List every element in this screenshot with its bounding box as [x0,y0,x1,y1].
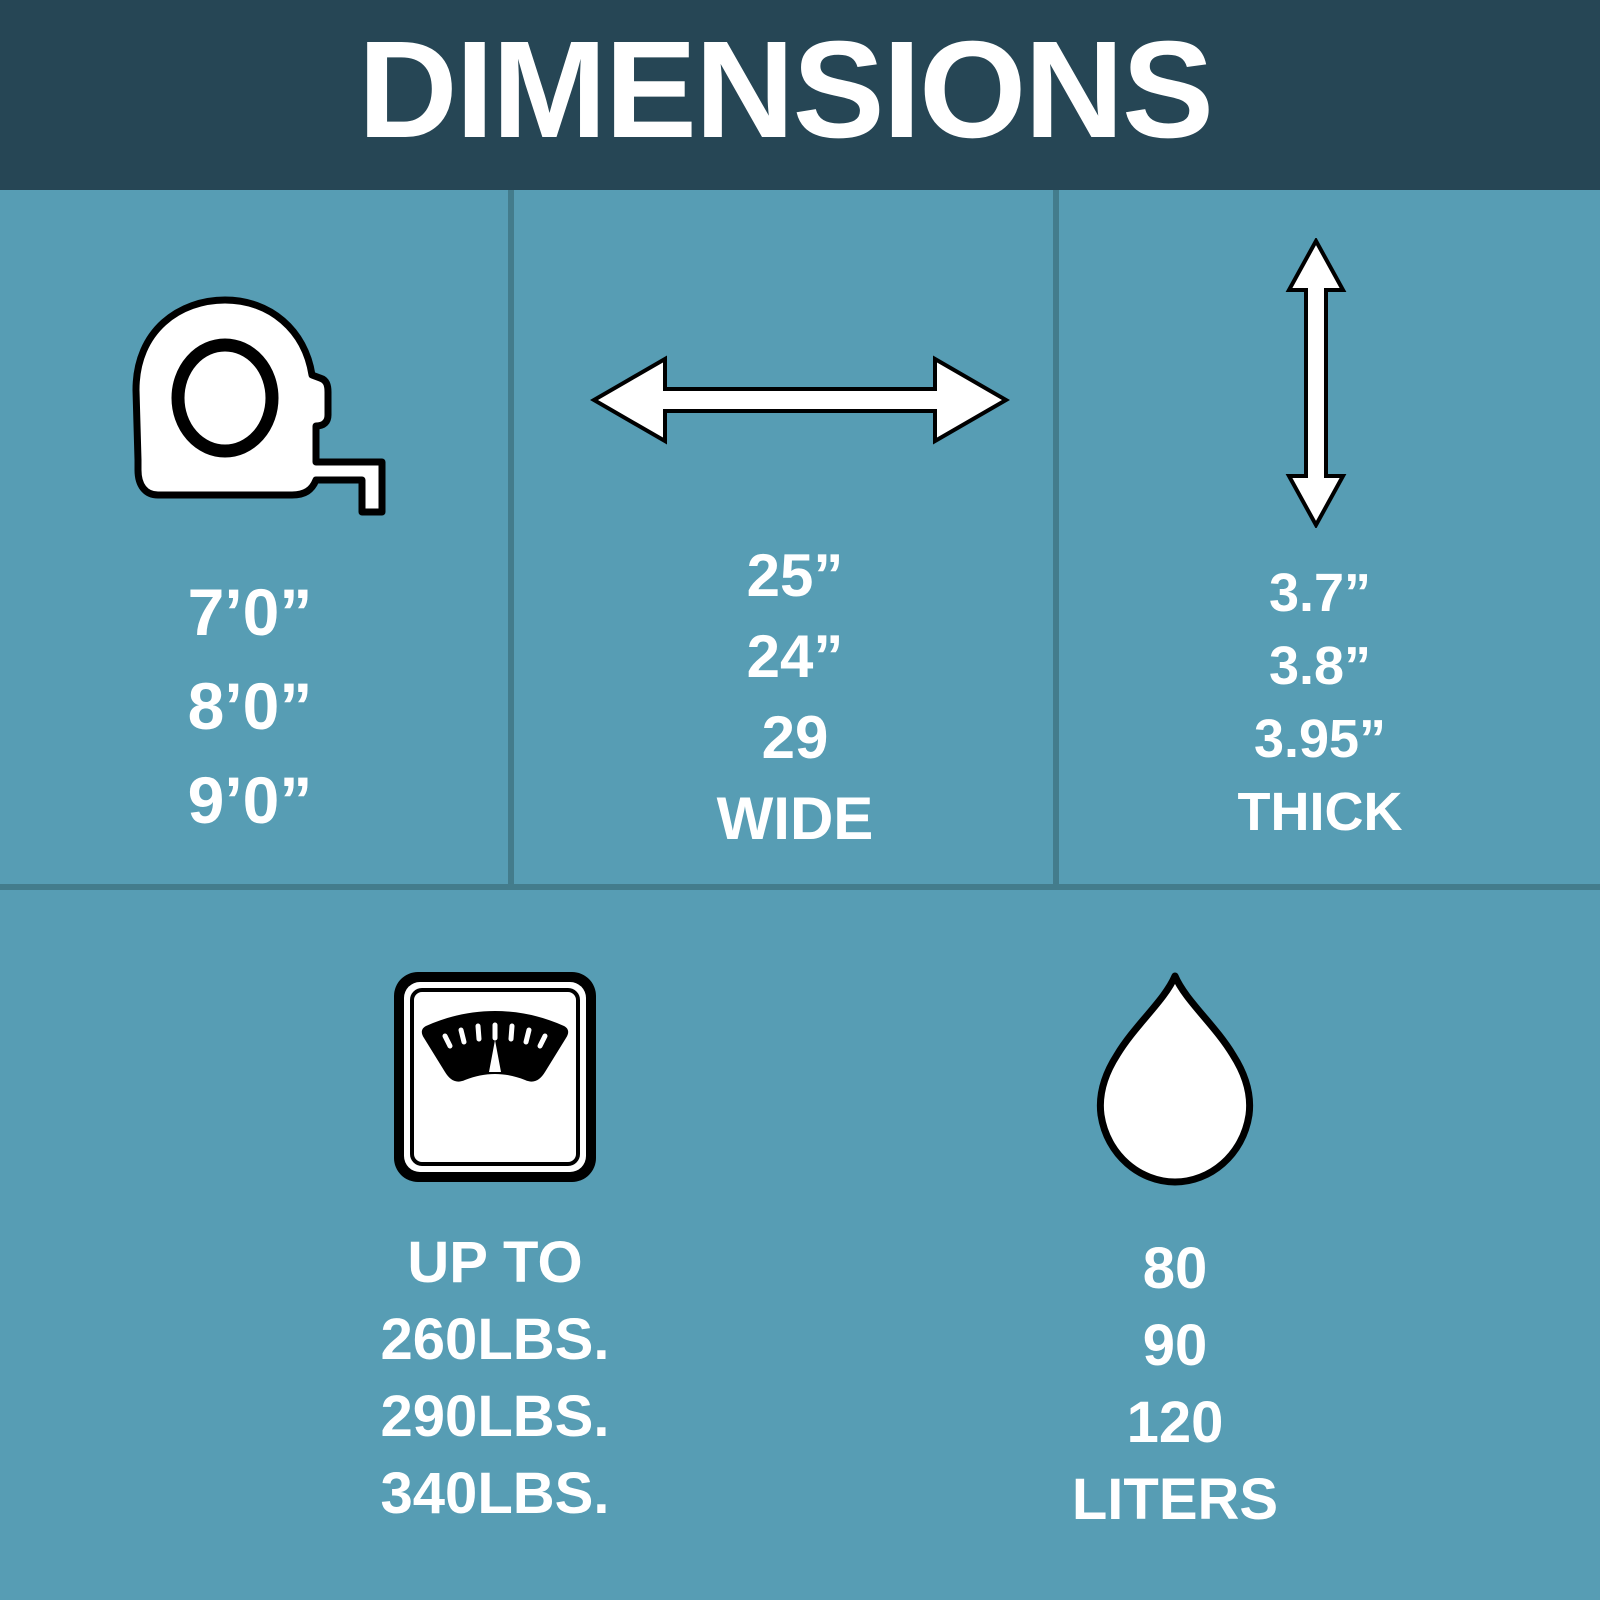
header-banner: DIMENSIONS [0,0,1600,190]
value-line: 3.95” [1253,709,1387,769]
length-values: 7’0” 8’0” 9’0” [100,565,400,847]
value-line: 25” [746,542,844,609]
width-values: 25” 24” 29 WIDE [640,535,950,859]
value-line: 260LBS. [380,1307,610,1372]
value-line: 24” [746,623,844,690]
water-drop-icon [1096,972,1254,1186]
value-line: 7’0” [187,575,313,649]
value-line: 29 [761,704,829,771]
tape-measure-icon [132,296,386,516]
value-label: UP TO [407,1230,583,1295]
thickness-values: 3.7” 3.8” 3.95” THICK [1170,557,1470,849]
value-label: LITERS [1071,1467,1279,1532]
value-line: 8’0” [187,669,313,743]
volume-values: 80 90 120 LITERS [1020,1230,1330,1538]
value-label: WIDE [716,785,874,852]
divider [508,190,514,886]
value-line: 3.8” [1268,636,1372,696]
page-title: DIMENSIONS [357,12,1214,167]
value-label: THICK [1237,782,1403,842]
weight-values: UP TO 260LBS. 290LBS. 340LBS. [340,1224,650,1532]
value-line: 90 [1142,1313,1208,1378]
weight-scale-icon [394,972,596,1182]
value-line: 3.7” [1268,563,1372,623]
value-line: 290LBS. [380,1384,610,1449]
divider [0,884,1600,890]
vertical-double-arrow-icon [1285,238,1347,528]
value-line: 340LBS. [380,1461,610,1526]
value-line: 80 [1142,1236,1208,1301]
value-line: 120 [1126,1390,1224,1455]
horizontal-double-arrow-icon [590,355,1010,445]
value-line: 9’0” [187,763,313,837]
divider [1053,190,1059,886]
